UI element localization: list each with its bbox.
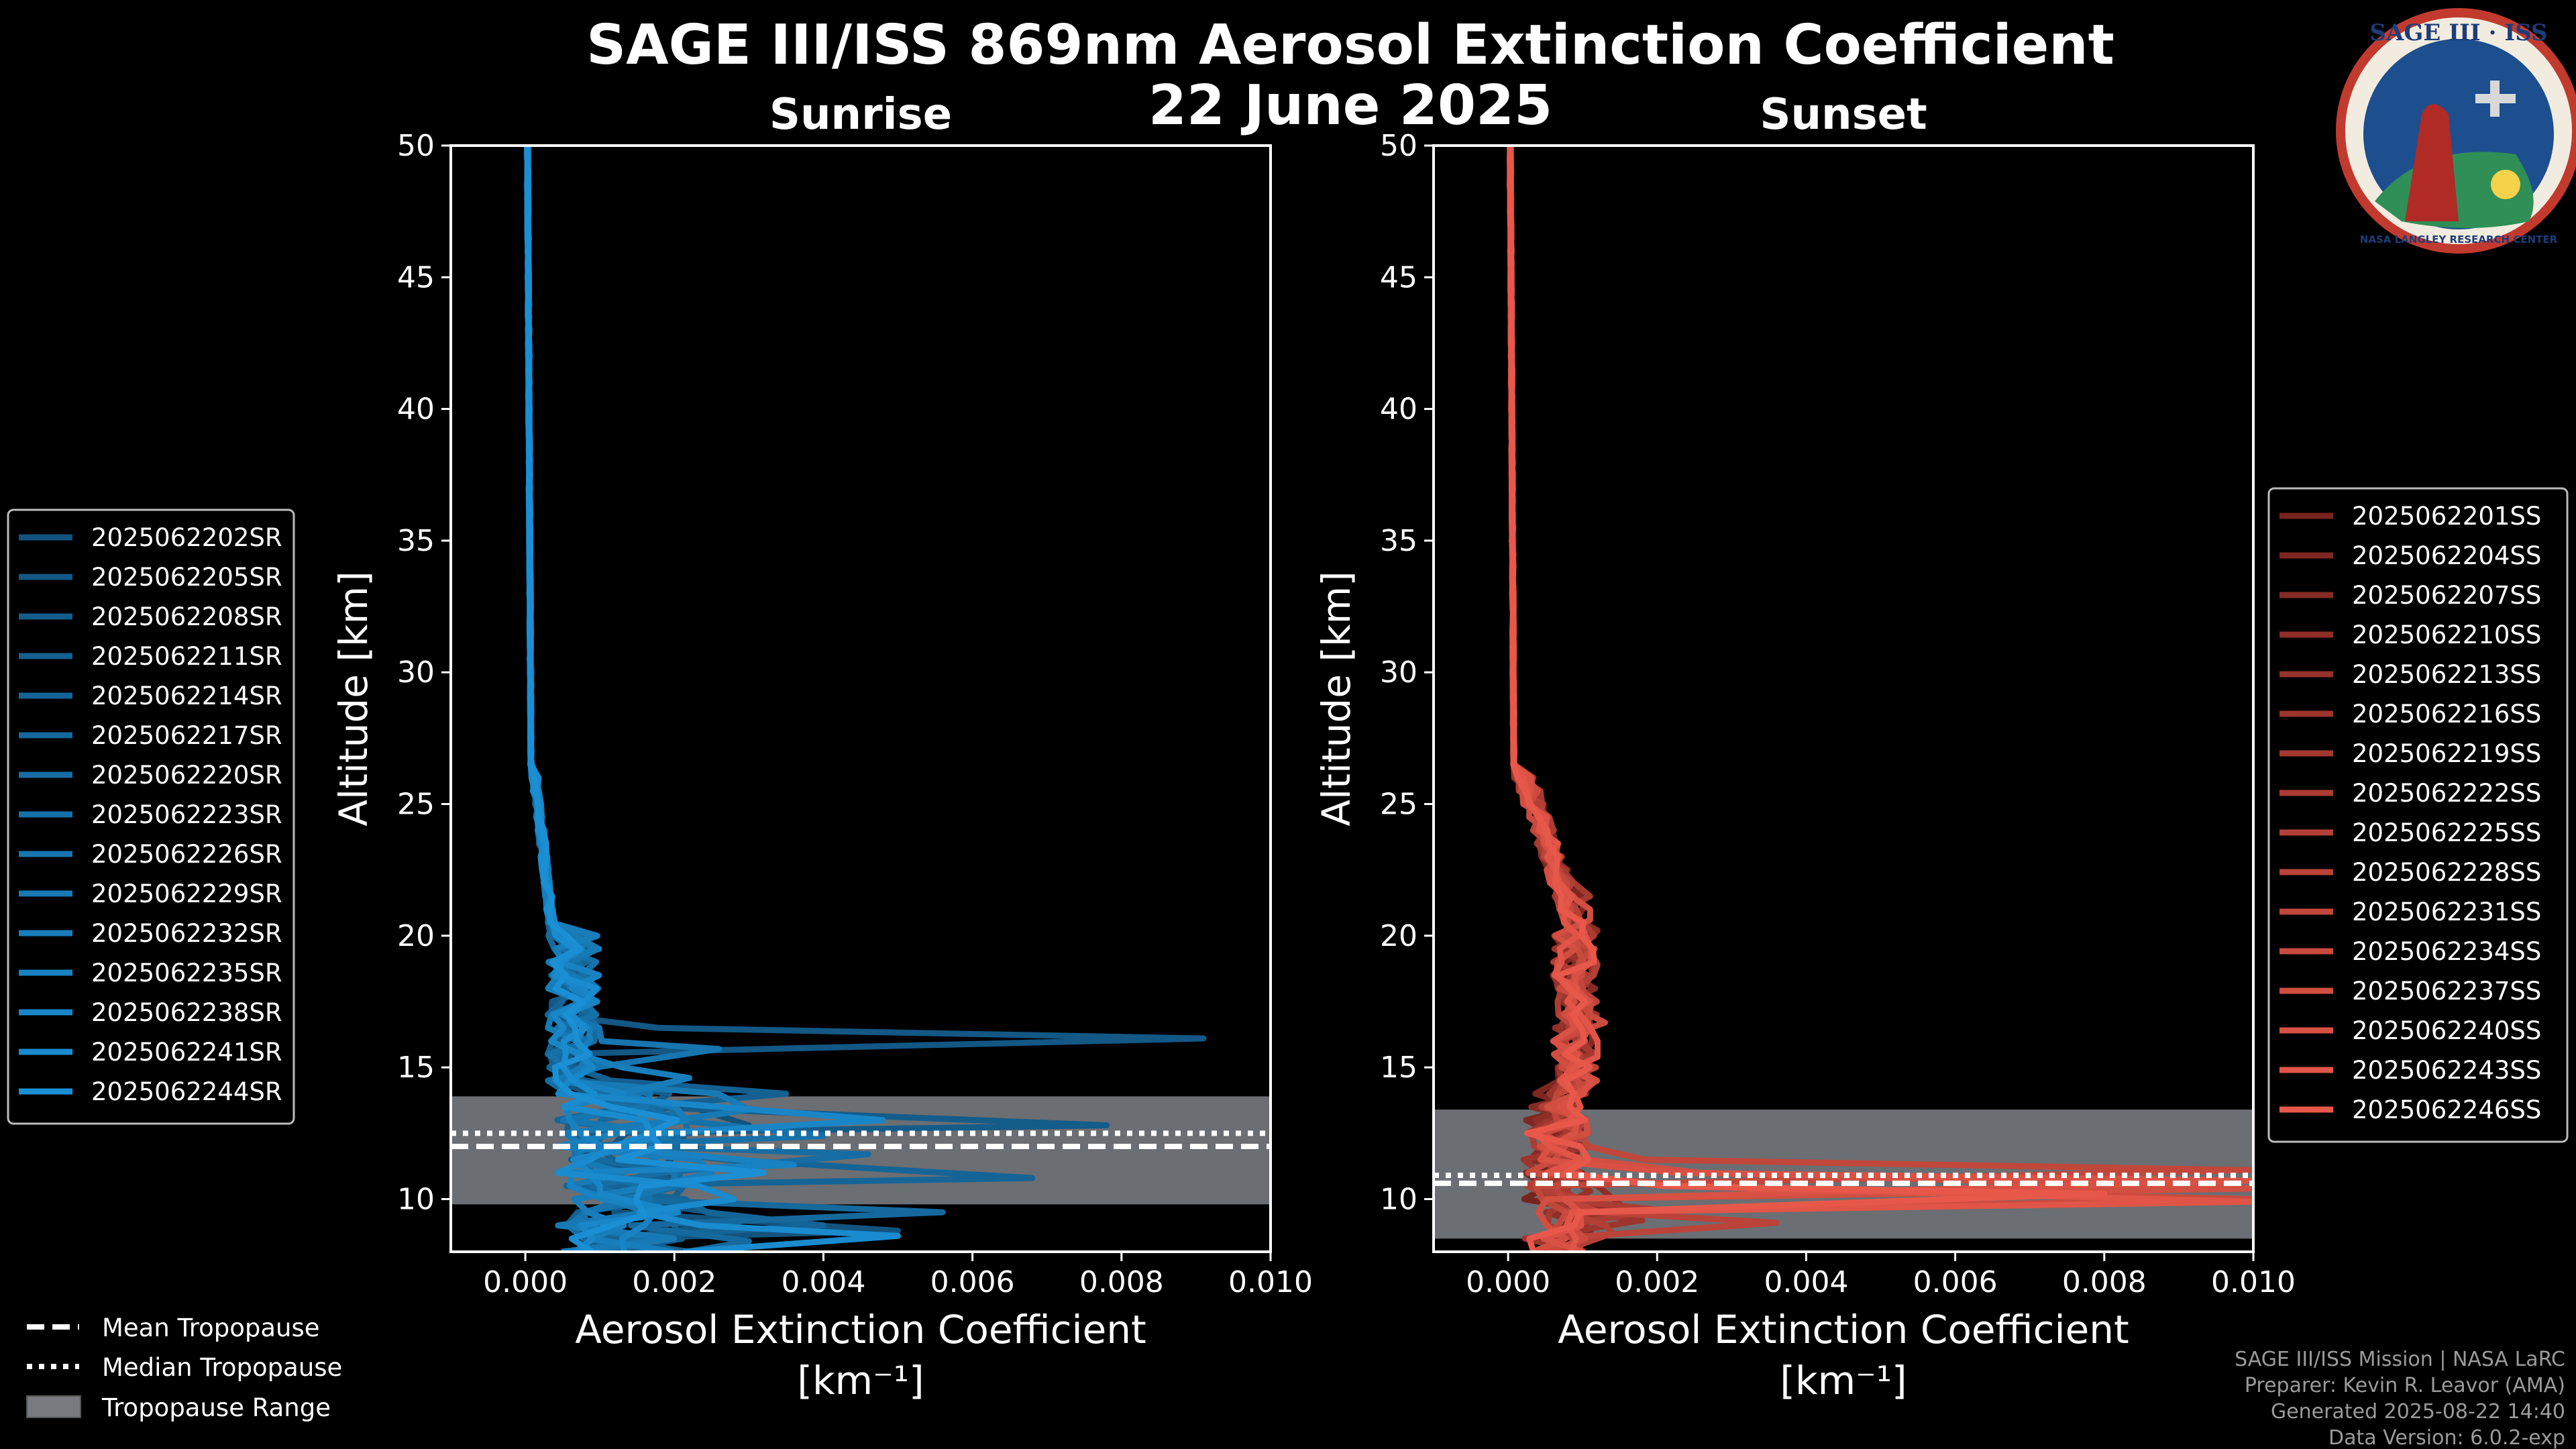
logo-title: SAGE III · ISS — [2369, 19, 2547, 46]
figure-title-line2: 22 June 2025 — [1148, 74, 1552, 138]
sunrise-x-tick-label: 0.010 — [1228, 1265, 1313, 1299]
logo-figure-icon — [2405, 104, 2459, 221]
sunrise-legend-entry: 2025062235SR — [91, 959, 282, 987]
sunset-legend-entry: 2025062201SS — [2352, 502, 2541, 531]
sunset-legend-entry: 2025062222SS — [2352, 779, 2541, 808]
sunset-legend-entry: 2025062219SS — [2352, 739, 2541, 768]
sunrise-legend-entry: 2025062214SR — [91, 682, 282, 710]
sunset-y-tick-label: 25 — [1380, 788, 1417, 822]
credit-line-1: SAGE III/ISS Mission | NASA LaRC — [2235, 1348, 2565, 1371]
sunrise-legend-entry: 2025062244SR — [91, 1077, 282, 1106]
sunrise-x-tick-label: 0.008 — [1079, 1265, 1164, 1299]
sunset-x-tick-label: 0.002 — [1615, 1265, 1699, 1299]
sunset-y-tick-label: 40 — [1380, 392, 1417, 427]
sunset-legend-entry: 2025062228SS — [2352, 858, 2541, 887]
sunrise-y-tick-label: 35 — [397, 524, 435, 558]
sunset-legend-entry: 2025062240SS — [2352, 1016, 2541, 1045]
sunset-x-tick-label: 0.000 — [1466, 1265, 1550, 1299]
sunrise-x-tick-label: 0.000 — [483, 1265, 568, 1299]
sunrise-legend-entry: 2025062238SR — [91, 998, 282, 1027]
sunrise-panel: 0.000 0.002 0.004 0.006 0.008 0.010 10 15 20 25 30… — [331, 90, 1313, 1403]
sunset-legend-box — [2267, 487, 2569, 1143]
figure-title-line1: SAGE III/ISS 869nm Aerosol Extinction Co… — [586, 13, 2114, 77]
logo-station-truss — [2490, 80, 2500, 117]
sunrise-y-tick-label: 15 — [397, 1051, 435, 1085]
sunrise-legend-entry: 2025062220SR — [91, 761, 282, 790]
sunrise-legend-entry: 2025062226SR — [91, 840, 282, 869]
sunrise-y-tick-label: 40 — [397, 392, 435, 427]
sunrise-x-axis-unit: [km⁻¹] — [797, 1358, 924, 1403]
sunrise-legend-entry: 2025062241SR — [91, 1038, 282, 1067]
sunrise-legend-box — [7, 508, 295, 1125]
sunrise-y-axis-label: Altitude [km] — [331, 571, 376, 826]
sunset-legend-entry: 2025062216SS — [2352, 700, 2541, 729]
logo-ring-text: NASA LANGLEY RESEARCH CENTER — [2360, 233, 2558, 246]
sunset-legend-entry: 2025062207SS — [2352, 581, 2541, 610]
sage-mission-logo: SAGE III · ISS NASA LANGLEY RESEARCH CEN… — [2336, 8, 2576, 254]
sunset-legend: 2025062201SS 2025062204SS 2025062207SS 2025… — [2267, 487, 2569, 1143]
sunset-legend-entry: 2025062225SS — [2352, 818, 2541, 847]
sunset-y-axis-label: Altitude [km] — [1313, 571, 1359, 826]
sunset-legend-entry: 2025062204SS — [2352, 541, 2541, 570]
sunset-y-tick-label: 10 — [1380, 1182, 1417, 1216]
sunrise-series-2025062244SR — [524, 146, 767, 1252]
sunset-y-tick-label: 15 — [1380, 1051, 1417, 1085]
sunset-legend-entry: 2025062213SS — [2352, 660, 2541, 689]
credit-line-3: Generated 2025-08-22 14:40 — [2271, 1400, 2565, 1424]
sunset-y-tick-label: 45 — [1380, 260, 1417, 294]
sunset-legend-entry: 2025062234SS — [2352, 937, 2541, 966]
sunrise-legend-entry: 2025062208SR — [91, 602, 282, 631]
sunset-x-axis-label: Aerosol Extinction Coefficient — [1558, 1307, 2129, 1352]
sunset-y-tick-label: 35 — [1380, 524, 1417, 558]
sunrise-x-tick-label: 0.002 — [632, 1265, 716, 1299]
tropopause-range-swatch — [26, 1395, 81, 1418]
sunset-y-tick-label: 20 — [1380, 919, 1417, 953]
sunset-x-tick-label: 0.006 — [1913, 1265, 1998, 1299]
sunrise-legend-entry: 2025062202SR — [91, 523, 282, 552]
sunset-x-tick-label: 0.004 — [1764, 1265, 1848, 1299]
sunrise-subplot-title: Sunrise — [769, 90, 952, 140]
sunset-x-axis-unit: [km⁻¹] — [1780, 1358, 1907, 1403]
sunset-x-tick-label: 0.008 — [2062, 1265, 2147, 1299]
sunrise-y-tick-label: 10 — [397, 1182, 435, 1216]
sunrise-legend-entry: 2025062205SR — [91, 563, 282, 592]
tropopause-legend: Mean Tropopause Median Tropopause Tropop… — [26, 1313, 342, 1422]
credit-line-4: Data Version: 6.0.2-exp — [2328, 1426, 2565, 1449]
sunrise-y-tick-label: 30 — [397, 655, 435, 690]
logo-sun-icon — [2491, 170, 2520, 199]
sunset-legend-entry: 2025062246SS — [2352, 1095, 2541, 1124]
sunrise-y-tick-label: 50 — [397, 129, 435, 163]
sunset-y-tick-label: 30 — [1380, 655, 1417, 690]
sunrise-legend-entry: 2025062229SR — [91, 879, 282, 908]
sunset-subplot-title: Sunset — [1760, 90, 1927, 140]
sunset-series-2025062246SS — [1507, 146, 2108, 1252]
tropopause-range-label: Tropopause Range — [101, 1393, 331, 1422]
credits: SAGE III/ISS Mission | NASA LaRC Prepare… — [2235, 1348, 2565, 1449]
sunrise-legend-entry: 2025062232SR — [91, 919, 282, 948]
sunset-y-tick-label: 50 — [1380, 129, 1417, 163]
sunrise-x-tick-label: 0.006 — [930, 1265, 1015, 1299]
sunrise-legend: 2025062202SR 2025062205SR 2025062208SR 2025… — [7, 508, 295, 1125]
sunrise-y-tick-label: 20 — [397, 919, 435, 953]
sunrise-axes-frame — [449, 144, 1272, 1253]
mean-tropopause-label: Mean Tropopause — [102, 1313, 320, 1342]
sunrise-y-tick-label: 45 — [397, 260, 435, 294]
sunrise-legend-entry: 2025062223SR — [91, 800, 282, 829]
sunrise-legend-entry: 2025062217SR — [91, 721, 282, 750]
sunset-legend-entry: 2025062210SS — [2352, 621, 2541, 649]
sunset-legend-entry: 2025062237SS — [2352, 977, 2541, 1006]
sunset-axes-frame — [1432, 144, 2255, 1253]
sunrise-legend-entry: 2025062211SR — [91, 642, 282, 671]
sunrise-x-tick-label: 0.004 — [781, 1265, 865, 1299]
median-tropopause-label: Median Tropopause — [102, 1353, 342, 1382]
credit-line-2: Preparer: Kevin R. Leavor (AMA) — [2245, 1374, 2565, 1397]
sunset-panel: 0.000 0.002 0.004 0.006 0.008 0.010 10 15 20 25 30… — [1313, 90, 2296, 1403]
sunset-x-tick-label: 0.010 — [2211, 1265, 2296, 1299]
sunrise-x-axis-label: Aerosol Extinction Coefficient — [575, 1307, 1146, 1352]
sunset-legend-entry: 2025062243SS — [2352, 1056, 2541, 1085]
sunset-legend-entry: 2025062231SS — [2352, 898, 2541, 926]
sunrise-y-tick-label: 25 — [397, 788, 435, 822]
